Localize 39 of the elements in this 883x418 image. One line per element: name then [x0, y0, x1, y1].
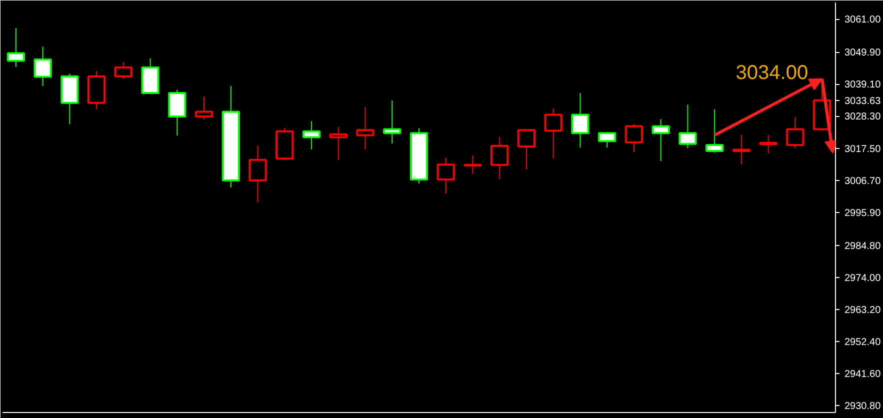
candlestick	[194, 96, 214, 120]
candlestick	[464, 154, 482, 175]
candlestick	[732, 134, 751, 165]
y-tick-label: 3039.10	[844, 80, 882, 91]
candlestick	[624, 124, 644, 153]
candlestick	[114, 62, 132, 80]
candlestick	[598, 132, 616, 148]
annotation: 3034.00	[736, 62, 808, 84]
y-tick-label: 2974.00	[844, 272, 882, 284]
candlestick	[248, 145, 267, 203]
candlestick	[652, 118, 670, 162]
y-tick-label: 2995.90	[844, 208, 882, 219]
y-tick-label: 3017.50	[844, 144, 882, 155]
candlestick	[356, 106, 374, 150]
y-tick-label: 2930.80	[844, 401, 882, 412]
y-tick-label: 3028.30	[844, 112, 882, 123]
candlestick	[759, 134, 778, 154]
candlestick	[436, 157, 455, 194]
candlestick	[168, 89, 186, 136]
y-tick-label: 3049.90	[844, 48, 882, 59]
candlestick	[706, 108, 724, 154]
candlestick	[34, 46, 52, 86]
candlestick	[517, 129, 536, 170]
candlestick	[786, 116, 804, 149]
y-tick-label: 3061.00	[844, 14, 882, 26]
candlestick	[302, 120, 321, 150]
candlestick	[544, 108, 562, 159]
candlestick	[678, 104, 697, 149]
candlestick	[329, 126, 348, 161]
y-tick-label: 2941.60	[844, 369, 882, 380]
candlestick	[490, 136, 509, 180]
y-tick-label: 3006.70	[844, 176, 882, 187]
y-tick-label: 2984.80	[844, 240, 882, 252]
candlestick	[6, 28, 25, 68]
y-tick-label: 2963.20	[844, 304, 882, 316]
candlestick	[383, 100, 402, 144]
y-tick-label: 2952.40	[844, 337, 882, 348]
y-tick-label: 3033.63	[844, 96, 882, 107]
candlestick	[571, 92, 590, 148]
